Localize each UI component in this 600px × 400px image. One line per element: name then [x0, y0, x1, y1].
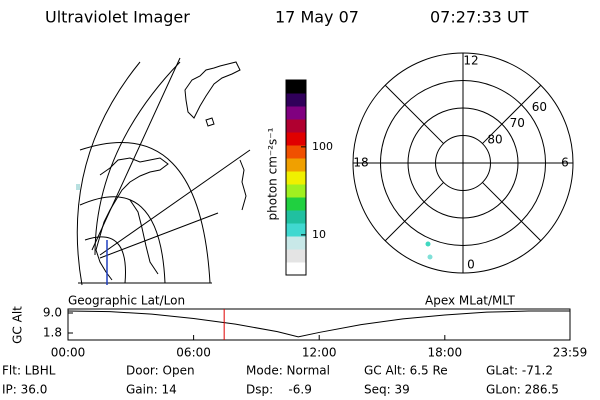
colorbar-segment [286, 80, 306, 94]
colorbar-segment [286, 223, 306, 237]
mlt-line [482, 182, 542, 242]
colorbar-segment [286, 93, 306, 107]
colorbar-segment [286, 171, 306, 185]
colorbar-frame [285, 79, 307, 276]
aurora-spot [425, 241, 431, 247]
colorbar-segment [286, 132, 306, 146]
colorbar-segment [286, 158, 306, 172]
orbit-altitude [68, 310, 570, 338]
status-field: IP: 36.0 [2, 383, 47, 397]
mlt-label: 6 [561, 156, 569, 170]
orbit-xtick-label: 06:00 [176, 346, 211, 360]
mlt-line [384, 182, 444, 242]
mlt-label: 18 [353, 156, 368, 170]
orbit-xtick-label: 12:00 [302, 346, 337, 360]
date: 17 May 07 [275, 8, 359, 27]
coastline [239, 159, 247, 211]
aurora-spot [76, 184, 80, 190]
lat-label: 80 [487, 132, 502, 146]
orbit-xtick-label: 23:59 [553, 346, 588, 360]
map-arc [79, 196, 166, 284]
time: 07:27:33 UT [430, 8, 529, 27]
coastline [184, 61, 241, 119]
map-line [91, 57, 181, 251]
mlt-label: 0 [467, 258, 475, 272]
colorbar-segment [286, 249, 306, 263]
status-field: Door: Open [126, 364, 195, 378]
status-field: Seq: 39 [364, 383, 410, 397]
colorbar-segment [286, 197, 306, 211]
lat-label: 60 [532, 100, 547, 114]
colorbar-segment [286, 119, 306, 133]
status-field: Mode: Normal [246, 364, 330, 378]
status-field: Flt: LBHL [2, 364, 56, 378]
lat-label: 70 [510, 116, 525, 130]
panel-label: Apex MLat/MLT [425, 294, 515, 308]
map-arc [94, 61, 181, 256]
title: Ultraviolet Imager [45, 8, 190, 27]
status-field: GC Alt: 6.5 Re [364, 364, 448, 378]
map-arc [76, 61, 141, 286]
orbit-xtick-label: 00:00 [51, 346, 86, 360]
colorbar-segment [286, 106, 306, 120]
map-line [99, 212, 219, 259]
colorbar-label: photon cm⁻²s⁻¹ [266, 127, 280, 220]
mlt-line [384, 84, 444, 144]
status-field: Dsp: -6.9 [246, 383, 312, 397]
status-field: Gain: 14 [126, 383, 177, 397]
colorbar-segment [286, 210, 306, 224]
orbit-xtick-label: 18:00 [428, 346, 463, 360]
colorbar-tick-label: 10 [312, 228, 326, 241]
map-arc [79, 142, 211, 284]
status-field: GLat: -71.2 [486, 364, 553, 378]
coastline [129, 199, 159, 275]
map-arc [84, 236, 126, 284]
status-panel: Flt: LBHL Door: Open Mode: Normal GC Alt: 6… [2, 364, 559, 397]
coastline [95, 157, 169, 281]
geographic-map [76, 57, 251, 286]
colorbar-segment [286, 145, 306, 159]
orbit-ylabel: GC Alt [11, 306, 25, 344]
mlt-label: 12 [463, 54, 478, 68]
colorbar-segment [286, 184, 306, 198]
mlt-line [482, 84, 542, 144]
orbit-ytick-label: 1.8 [43, 326, 62, 340]
status-field: GLon: 286.5 [486, 383, 559, 397]
coastline [205, 117, 215, 127]
map-line [99, 149, 251, 256]
colorbar-segment [286, 262, 306, 276]
orbit-ytick-label: 9.0 [43, 306, 62, 320]
colorbar-segment [286, 236, 306, 250]
colorbar-tick-label: 100 [312, 140, 333, 153]
aurora-spot [427, 254, 433, 260]
panel-label: Geographic Lat/Lon [68, 294, 185, 308]
